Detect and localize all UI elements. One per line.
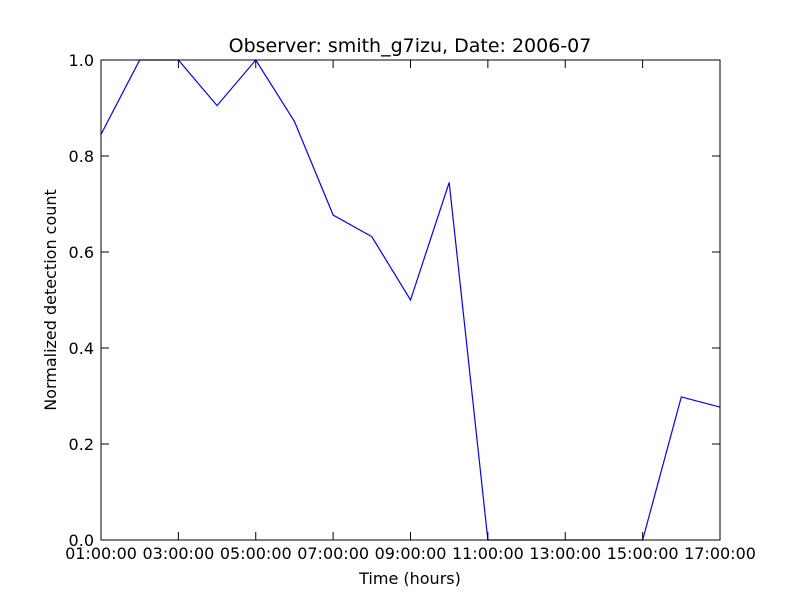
chart-title: Observer: smith_g7izu, Date: 2006-07 <box>229 35 592 57</box>
x-tick-label: 15:00:00 <box>607 544 679 563</box>
x-tick-label: 05:00:00 <box>220 544 292 563</box>
y-tick-label: 0.2 <box>69 435 94 454</box>
x-axis-label: Time (hours) <box>358 569 461 588</box>
y-axis-label: Normalized detection count <box>41 189 60 411</box>
y-tick-label: 0.6 <box>69 243 94 262</box>
y-tick-label: 1.0 <box>69 51 94 70</box>
y-tick-label: 0.0 <box>69 531 94 550</box>
x-tick-label: 11:00:00 <box>452 544 524 563</box>
x-tick-label: 03:00:00 <box>142 544 214 563</box>
y-axis-ticks: 0.0 0.2 0.4 0.6 0.8 1.0 <box>69 51 720 550</box>
x-tick-label: 09:00:00 <box>375 544 447 563</box>
x-tick-label: 01:00:00 <box>65 544 137 563</box>
y-tick-label: 0.8 <box>69 147 94 166</box>
y-tick-label: 0.4 <box>69 339 94 358</box>
x-tick-label: 17:00:00 <box>684 544 756 563</box>
x-tick-label: 07:00:00 <box>297 544 369 563</box>
x-axis-ticks: 01:00:00 03:00:00 05:00:00 07:00:00 09:00:00… <box>65 60 756 563</box>
x-tick-label: 13:00:00 <box>529 544 601 563</box>
